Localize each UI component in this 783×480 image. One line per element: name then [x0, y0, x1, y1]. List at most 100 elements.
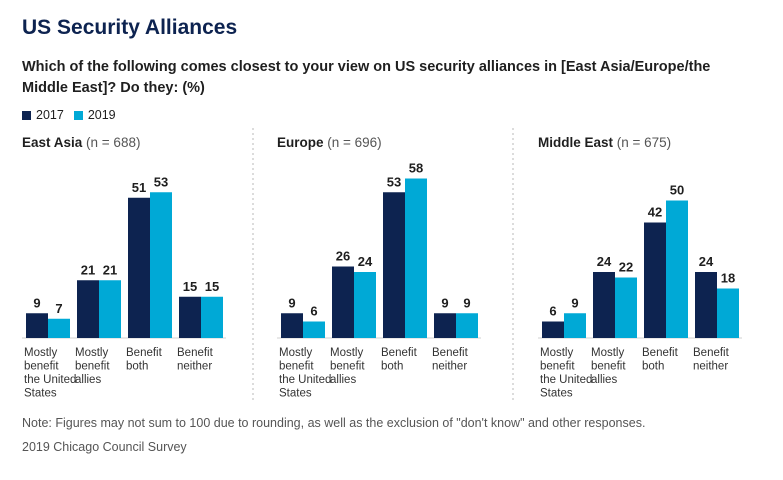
- bar-2017: [695, 272, 717, 338]
- data-label: 9: [33, 295, 40, 310]
- bar-2017: [128, 197, 150, 338]
- category-label: Benefit: [381, 347, 418, 359]
- category-label: benefit: [24, 361, 59, 373]
- data-label: 15: [183, 279, 197, 294]
- data-label: 53: [387, 174, 401, 189]
- data-label: 9: [571, 295, 578, 310]
- panel-region: Middle East: [538, 135, 614, 150]
- data-label: 24: [597, 254, 612, 269]
- category-label: allies: [330, 374, 356, 386]
- panel-n-label: (n = 696): [324, 135, 382, 150]
- legend-swatch-2017: [22, 110, 31, 120]
- category-label: Mostly: [330, 347, 363, 359]
- bar-2019: [303, 321, 325, 338]
- data-label: 51: [132, 180, 146, 195]
- category-label: Benefit: [642, 347, 679, 359]
- bar-2017: [644, 222, 666, 338]
- category-label: allies: [591, 374, 617, 386]
- data-label: 58: [409, 161, 423, 176]
- panel-title-1: Europe (n = 696): [277, 135, 382, 150]
- panel-region: Europe: [277, 135, 324, 150]
- data-label: 9: [288, 295, 295, 310]
- category-label: Mostly: [75, 347, 108, 359]
- category-label: Mostly: [540, 347, 573, 359]
- bar-2019: [201, 296, 223, 338]
- bar-2017: [77, 280, 99, 338]
- category-label: neither: [693, 361, 728, 373]
- chart-source: 2019 Chicago Council Survey: [22, 440, 187, 454]
- category-label: allies: [75, 374, 101, 386]
- bar-2017: [281, 313, 303, 338]
- category-label: the United: [540, 374, 592, 386]
- bar-2017: [542, 321, 564, 338]
- category-label: both: [642, 361, 664, 373]
- category-label: Benefit: [126, 347, 163, 359]
- bar-2019: [150, 192, 172, 338]
- bar-2017: [332, 266, 354, 338]
- legend-label-2017: 2017: [36, 108, 64, 122]
- category-label: Benefit: [177, 347, 214, 359]
- data-label: 9: [463, 295, 470, 310]
- data-label: 24: [699, 254, 714, 269]
- panel-n-label: (n = 688): [82, 135, 140, 150]
- panel-title-2: Middle East (n = 675): [538, 135, 671, 150]
- chart-subtitle: Which of the following comes closest to …: [22, 59, 711, 96]
- chart-note: Note: Figures may not sum to 100 due to …: [22, 416, 646, 430]
- bar-2019: [354, 272, 376, 338]
- category-label: Mostly: [24, 347, 57, 359]
- legend-swatch-2019: [73, 110, 83, 120]
- category-label: Benefit: [693, 347, 730, 359]
- bar-2017: [26, 313, 48, 338]
- bar-2017: [593, 272, 615, 338]
- bar-2019: [456, 313, 478, 338]
- category-label: States: [540, 388, 573, 400]
- panel-title-0: East Asia (n = 688): [22, 135, 140, 150]
- category-label: neither: [432, 361, 467, 373]
- legend: 2017 2019: [22, 108, 126, 122]
- bar-2019: [48, 318, 70, 338]
- data-label: 21: [81, 262, 95, 277]
- data-label: 6: [549, 304, 556, 319]
- legend-item-2017: 2017: [22, 108, 64, 122]
- category-label: both: [126, 361, 148, 373]
- category-label: benefit: [330, 361, 365, 373]
- data-label: 6: [310, 304, 317, 319]
- category-label: States: [279, 388, 312, 400]
- bar-2019: [99, 280, 121, 338]
- category-label: the United: [24, 374, 76, 386]
- category-label: benefit: [75, 361, 110, 373]
- category-label: benefit: [540, 361, 575, 373]
- data-label: 18: [721, 271, 735, 286]
- bar-2019: [666, 200, 688, 338]
- category-label: benefit: [591, 361, 626, 373]
- data-label: 53: [154, 174, 168, 189]
- category-label: both: [381, 361, 403, 373]
- data-label: 21: [103, 262, 117, 277]
- category-label: Mostly: [591, 347, 624, 359]
- category-label: Benefit: [432, 347, 469, 359]
- chart-title: US Security Alliances: [22, 16, 238, 39]
- legend-item-2019: 2019: [73, 108, 116, 122]
- category-label: benefit: [279, 361, 314, 373]
- category-label: States: [24, 388, 57, 400]
- data-label: 42: [648, 205, 662, 220]
- category-label: neither: [177, 361, 212, 373]
- bar-2019: [564, 313, 586, 338]
- data-label: 24: [358, 254, 373, 269]
- category-label: Mostly: [279, 347, 312, 359]
- data-label: 26: [336, 249, 350, 264]
- data-label: 50: [670, 183, 684, 198]
- data-label: 7: [55, 301, 62, 316]
- data-label: 15: [205, 279, 219, 294]
- panel-n-label: (n = 675): [613, 135, 671, 150]
- category-label: the United: [279, 374, 331, 386]
- bar-2017: [383, 192, 405, 338]
- bar-2017: [179, 296, 201, 338]
- data-label: 9: [441, 295, 448, 310]
- data-label: 22: [619, 260, 633, 275]
- legend-label-2019: 2019: [87, 108, 116, 122]
- bar-2019: [717, 288, 739, 338]
- bar-2017: [434, 313, 456, 338]
- bar-2019: [405, 178, 427, 338]
